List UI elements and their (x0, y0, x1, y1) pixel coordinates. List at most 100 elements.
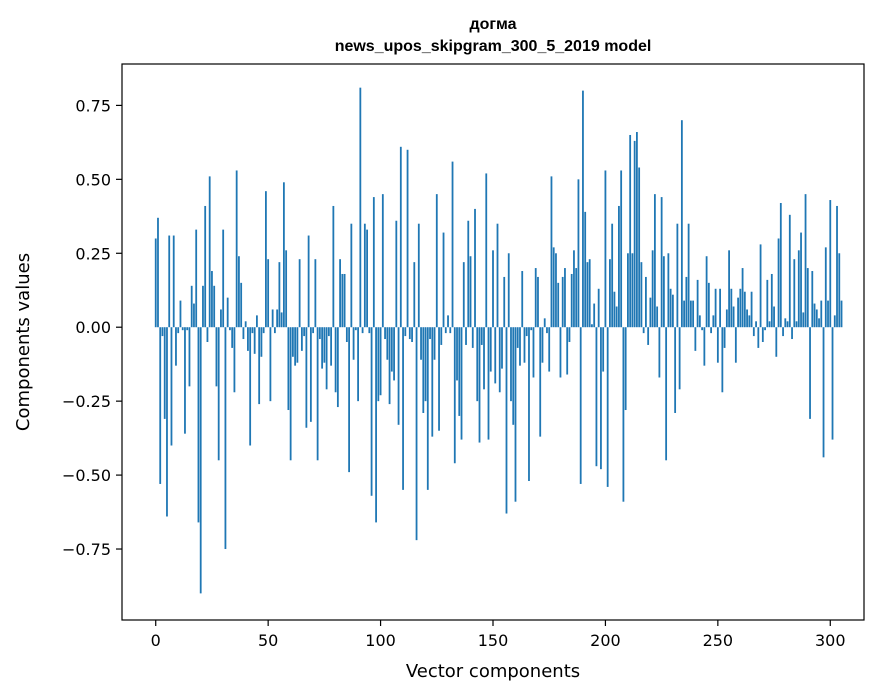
bar-component-265 (750, 291, 753, 328)
bar-component-106 (393, 327, 395, 381)
bar-component-44 (253, 327, 256, 354)
bar-component-227 (665, 327, 668, 461)
bar-component-202 (609, 259, 611, 328)
bar-component-10 (177, 327, 180, 334)
bar-component-132 (451, 161, 454, 328)
y-tick-label-6: 0.75 (75, 96, 111, 115)
bar-component-61 (291, 327, 294, 357)
bar-component-19 (197, 327, 200, 523)
bar-component-207 (620, 170, 623, 328)
y-tick-label-5: 0.50 (75, 170, 111, 189)
bar-component-189 (579, 327, 582, 484)
bar-component-280 (784, 318, 787, 328)
bar-component-206 (618, 205, 620, 328)
bar-component-46 (258, 327, 261, 405)
bar-component-246 (707, 282, 710, 328)
bar-component-59 (287, 327, 290, 411)
bar-component-158 (510, 327, 512, 402)
y-tick-label-1: −0.50 (62, 466, 111, 485)
bar-component-167 (530, 327, 533, 331)
bar-component-42 (249, 327, 252, 446)
bar-component-110 (402, 327, 404, 490)
bar-component-215 (638, 167, 641, 328)
bar-component-184 (568, 327, 571, 342)
bar-component-220 (649, 297, 652, 328)
bar-component-278 (779, 203, 782, 328)
bar-component-82 (339, 259, 341, 328)
bar-component-292 (811, 271, 814, 328)
chart-title-line-2: news_upos_skipgram_300_5_2019 model (335, 38, 652, 55)
bar-component-29 (220, 309, 222, 328)
y-tick-label-0: −0.75 (62, 540, 111, 559)
bar-component-301 (831, 327, 834, 440)
bar-component-160 (514, 327, 517, 502)
bar-component-81 (336, 327, 339, 408)
bar-component-198 (600, 327, 602, 470)
bar-component-28 (217, 327, 220, 461)
bar-component-185 (570, 273, 573, 328)
y-axis-ticks: −0.75 −0.50 −0.25 0.00 0.25 0.50 0.75 (62, 96, 122, 559)
bar-component-7 (170, 327, 173, 446)
bar-component-156 (505, 327, 508, 514)
bar-component-168 (532, 327, 535, 378)
bar-component-148 (487, 327, 490, 440)
bar-component-51 (269, 327, 272, 402)
bar-component-163 (521, 271, 524, 328)
bar-component-266 (752, 327, 755, 337)
bar-component-213 (633, 140, 636, 328)
bar-component-180 (559, 327, 562, 378)
bar-component-161 (516, 327, 519, 348)
bar-component-152 (496, 223, 499, 328)
y-tick-label-2: −0.25 (62, 392, 111, 411)
bar-component-40 (244, 321, 247, 328)
bar-component-165 (525, 327, 528, 337)
bar-component-87 (350, 223, 353, 328)
bar-component-263 (746, 309, 748, 328)
bar-component-140 (469, 256, 472, 328)
bar-component-162 (519, 327, 521, 366)
bar-component-104 (388, 327, 391, 405)
bar-component-96 (370, 327, 373, 496)
bar-component-154 (501, 327, 503, 369)
bar-component-130 (447, 315, 449, 328)
bar-component-289 (804, 194, 807, 328)
bar-component-95 (368, 327, 371, 334)
bar-component-123 (431, 327, 434, 437)
bar-component-65 (300, 327, 303, 351)
bar-component-70 (312, 327, 315, 334)
bar-component-192 (586, 262, 589, 328)
bar-component-208 (622, 327, 625, 502)
bar-component-264 (748, 315, 751, 328)
bar-component-84 (343, 273, 346, 328)
bar-component-147 (485, 173, 488, 328)
bar-component-157 (507, 253, 510, 328)
bar-component-218 (645, 276, 647, 328)
bar-component-257 (732, 306, 735, 328)
bar-component-249 (714, 288, 717, 328)
bar-component-186 (573, 250, 575, 328)
bar-component-94 (366, 229, 368, 328)
bar-component-47 (260, 327, 263, 357)
bar-component-291 (809, 327, 811, 419)
bar-component-164 (523, 327, 526, 363)
bar-component-23 (206, 327, 209, 342)
bar-component-136 (460, 327, 463, 440)
bar-component-39 (242, 327, 245, 340)
bar-component-224 (658, 327, 661, 378)
bar-component-49 (265, 191, 267, 328)
bar-component-210 (627, 253, 629, 328)
bar-component-57 (282, 182, 285, 328)
bar-component-9 (175, 327, 177, 366)
bar-component-245 (705, 256, 708, 328)
bar-component-272 (766, 279, 769, 328)
bar-component-79 (332, 205, 335, 328)
bar-component-121 (426, 327, 429, 490)
bar-component-107 (395, 220, 398, 328)
bar-component-66 (303, 327, 306, 337)
bar-component-267 (755, 321, 757, 328)
bar-component-244 (703, 327, 706, 366)
bar-component-285 (795, 321, 798, 328)
bar-component-187 (575, 268, 578, 328)
bar-component-226 (662, 256, 665, 328)
bar-component-60 (289, 327, 292, 461)
